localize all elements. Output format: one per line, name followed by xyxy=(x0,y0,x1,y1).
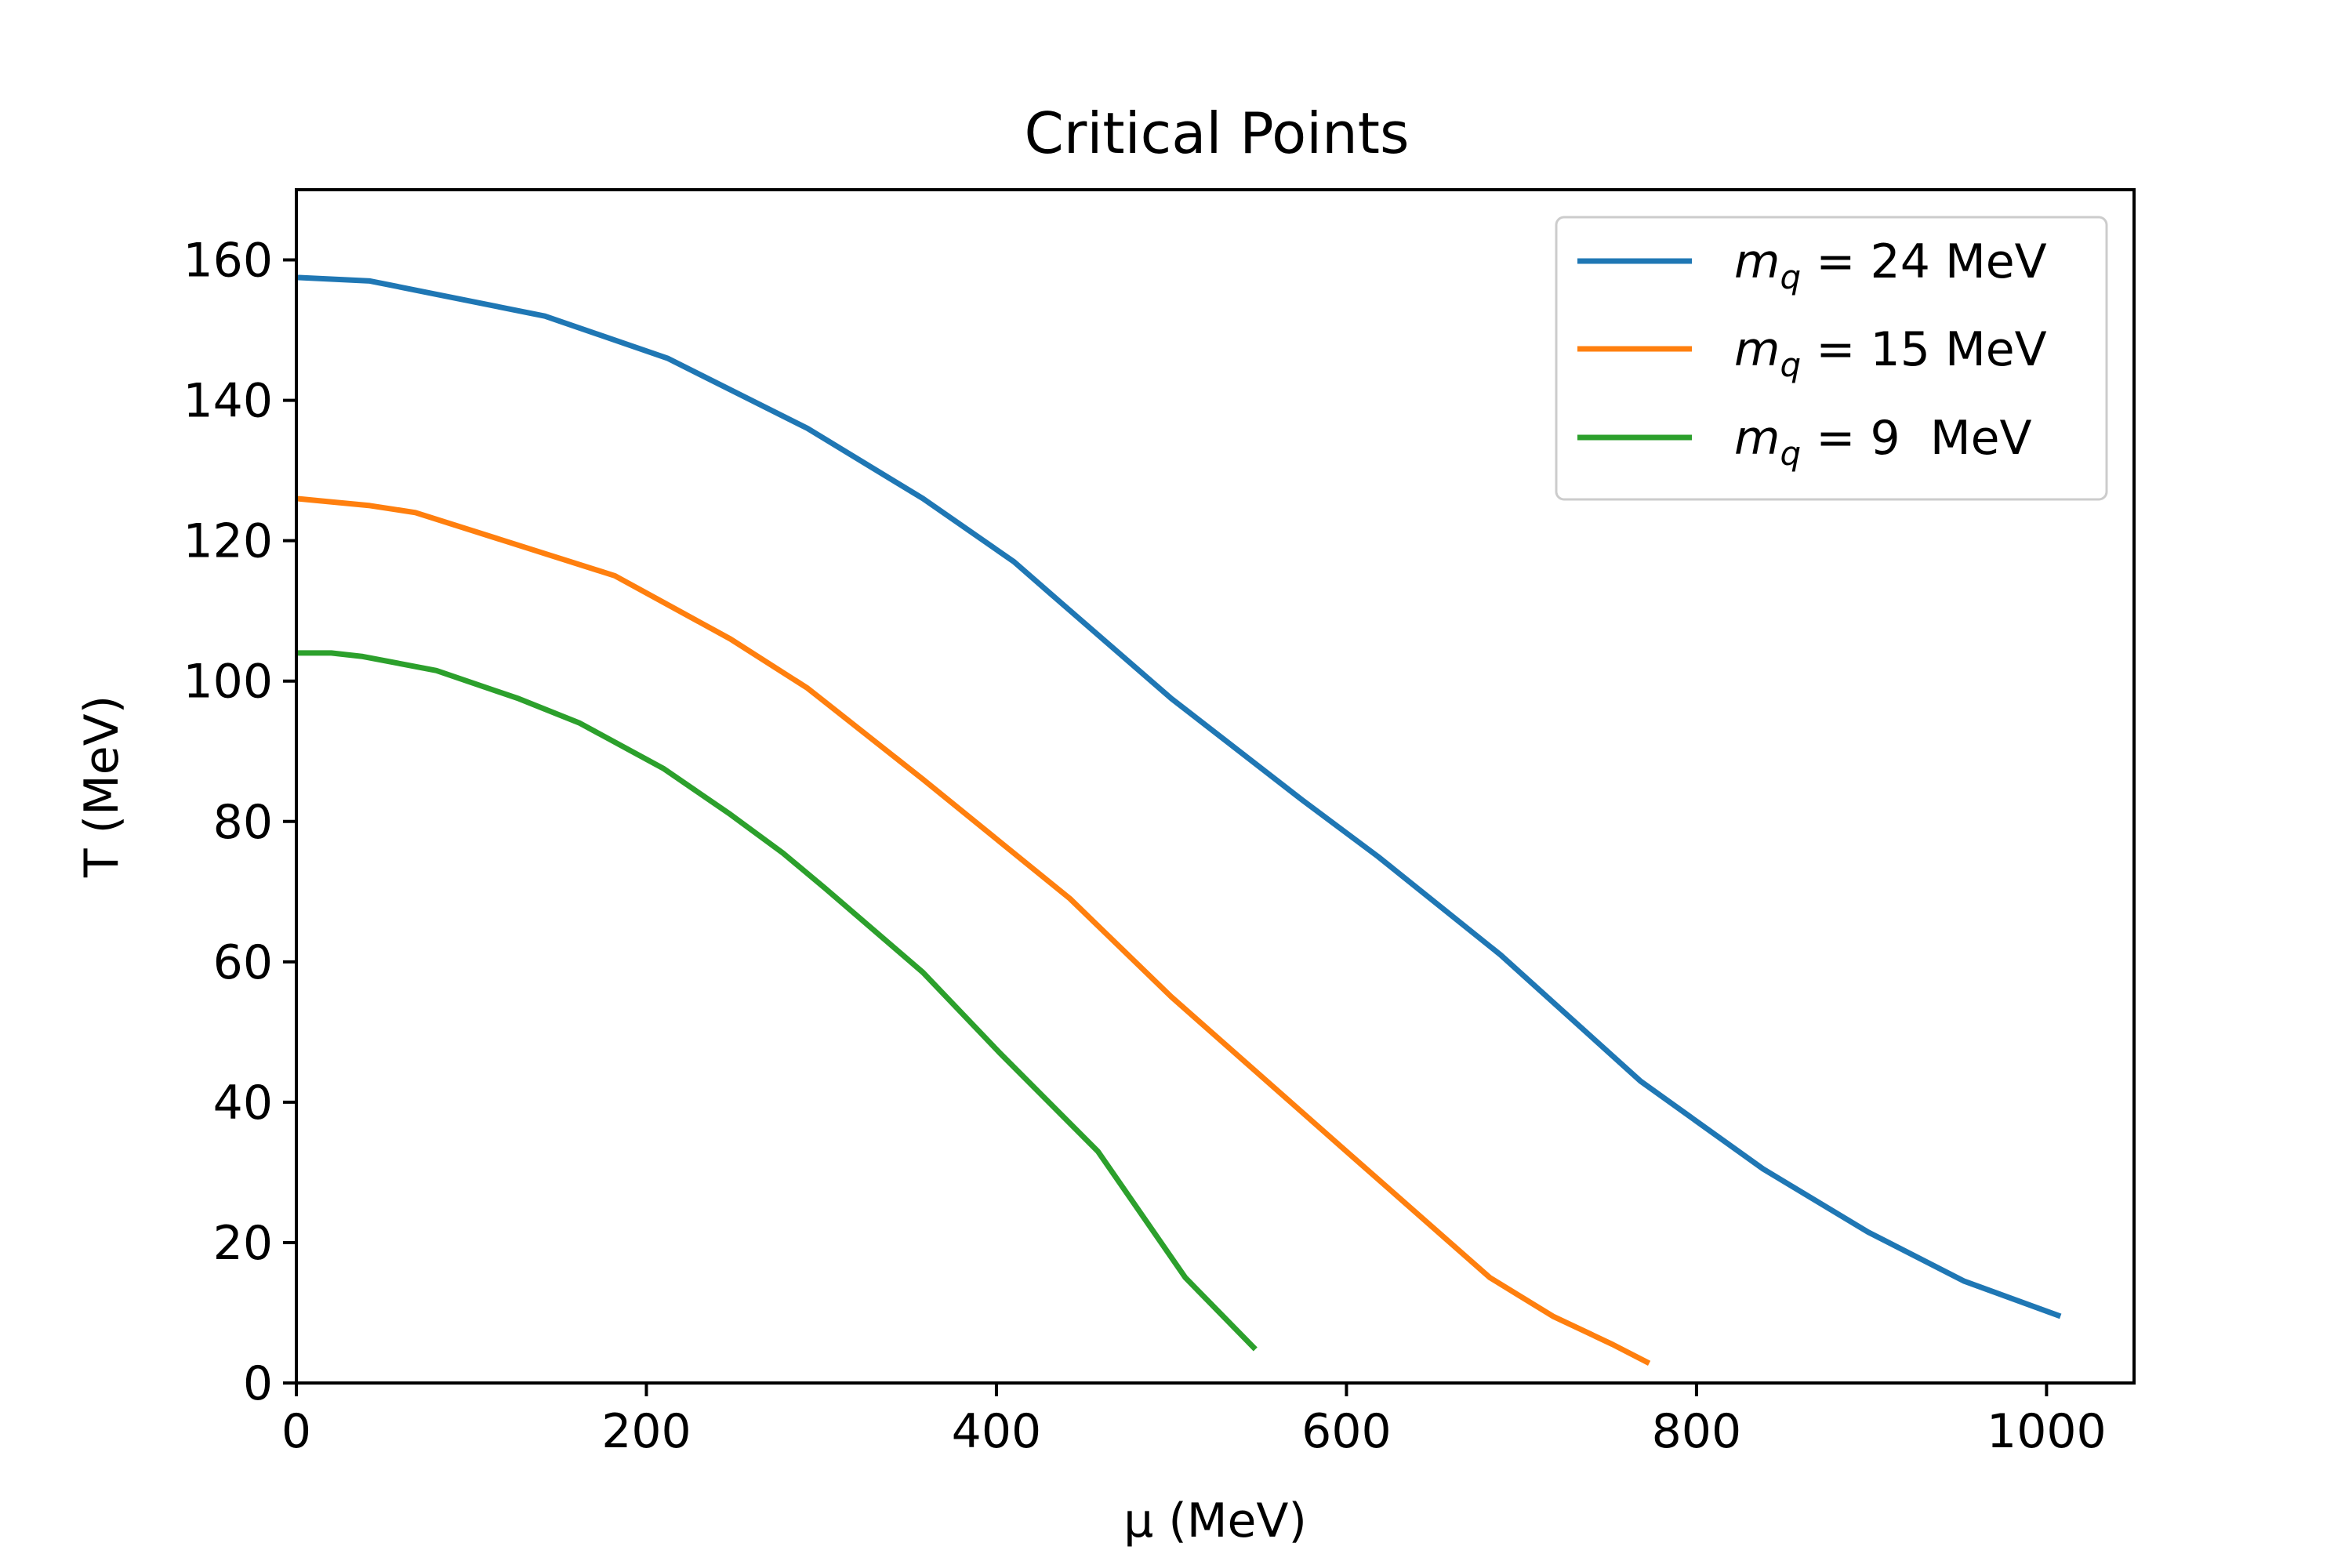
series-layer xyxy=(296,274,2062,1367)
legend-label-1: mq = 24 MeV xyxy=(1734,234,2047,296)
x-tick-label-0: 0 xyxy=(281,1404,311,1459)
legend-label-3: mq = 9 MeV xyxy=(1734,411,2032,473)
y-tick-label-60: 60 xyxy=(213,935,273,990)
x-tick-label-600: 600 xyxy=(1301,1404,1392,1459)
plot-frame xyxy=(295,188,2136,1385)
y-tick-label-20: 20 xyxy=(213,1216,273,1271)
x-tick-label-800: 800 xyxy=(1652,1404,1742,1459)
y-tick-label-120: 120 xyxy=(183,514,273,569)
x-tick-label-200: 200 xyxy=(601,1404,691,1459)
legend-frame xyxy=(1555,216,2108,501)
chart-title: Critical Points xyxy=(1025,100,1410,166)
y-tick-label-0: 0 xyxy=(243,1356,273,1411)
series-line-2 xyxy=(296,495,1651,1367)
y-tick-label-160: 160 xyxy=(183,234,273,289)
y-axis-label: T (MeV) xyxy=(74,695,129,878)
legend-label-2: mq = 15 MeV xyxy=(1734,322,2047,384)
y-tick-label-100: 100 xyxy=(183,655,273,710)
series-line-1 xyxy=(296,274,2062,1319)
y-axis: 0 20 40 60 80 100 120 140 160 xyxy=(183,234,296,1411)
x-tick-label-1000: 1000 xyxy=(1987,1404,2107,1459)
y-tick-label-40: 40 xyxy=(213,1076,273,1131)
y-tick-label-80: 80 xyxy=(213,795,273,850)
x-tick-label-400: 400 xyxy=(952,1404,1042,1459)
x-axis: 0 200 400 600 800 1000 xyxy=(281,1383,2107,1459)
legend: mq = 24 MeV mq = 15 MeV mq = 9 MeV xyxy=(1555,216,2108,501)
y-tick-label-140: 140 xyxy=(183,374,273,429)
series-line-3 xyxy=(296,650,1258,1352)
x-axis-label: μ (MeV) xyxy=(1123,1494,1307,1548)
